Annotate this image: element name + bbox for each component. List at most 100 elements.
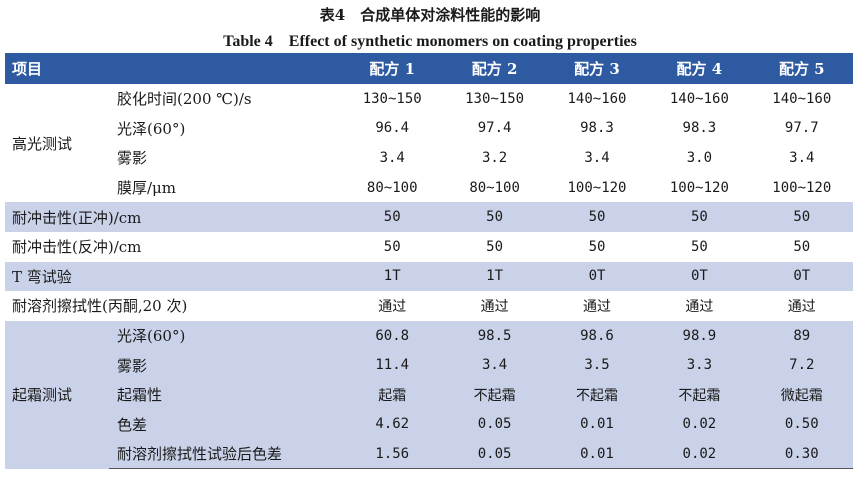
cell: 不起霜	[648, 379, 751, 410]
cell: 100~120	[772, 179, 832, 196]
cell: 50	[443, 202, 546, 232]
cell: 50	[341, 202, 444, 232]
table-row: 起霜性 起霜 不起霜 不起霜 不起霜 微起霜	[5, 379, 853, 410]
cell: 50	[545, 202, 649, 232]
row-label: 耐冲击性(正冲)/cm	[5, 202, 342, 232]
cell: 50	[486, 238, 504, 255]
cell: 3.0	[686, 149, 713, 166]
cell: 3.4	[379, 149, 405, 166]
row-label: 膜厚/μm	[117, 179, 177, 198]
cell: 0.50	[750, 409, 853, 440]
cell: 0.02	[648, 409, 751, 440]
cell: 140~160	[772, 90, 832, 107]
table-row: T 弯试验 1T 1T 0T 0T 0T	[5, 261, 853, 292]
cell: 97.7	[784, 120, 819, 137]
cell: 97.4	[477, 120, 512, 137]
cell: 100~120	[567, 179, 627, 196]
row-label: T 弯试验	[5, 261, 342, 292]
row-label: 雾影	[117, 149, 148, 168]
cell: 3.4	[789, 149, 815, 166]
cell: 98.3	[580, 120, 614, 137]
row-label: 光泽(60°)	[117, 119, 186, 138]
cell: 4.62	[341, 409, 444, 440]
cell: 通过	[480, 298, 509, 315]
row-label: 耐冲击性(反冲)/cm	[12, 238, 142, 257]
row-label: 色差	[109, 409, 342, 440]
cell: 1.56	[341, 439, 444, 470]
header-formula-5: 配方 5	[778, 60, 825, 78]
cell: 50	[648, 202, 751, 232]
cell: 通过	[787, 298, 816, 315]
cell: 3.2	[481, 149, 508, 166]
cell: 3.3	[648, 350, 751, 380]
table-row: 雾影 11.4 3.4 3.5 3.3 7.2	[5, 350, 853, 380]
row-label: 耐溶剂擦拭性(丙酮,20 次)	[12, 297, 188, 316]
row-label: 起霜性	[109, 379, 342, 410]
table-row: 高光测试 胶化时间(200 ℃)/s 130~150 130~150 140~1…	[5, 84, 853, 152]
cell: 50	[588, 238, 606, 255]
cell: 0T	[750, 261, 853, 292]
cell: 3.5	[545, 350, 649, 380]
cell: 50	[690, 238, 708, 255]
cell: 100~120	[669, 179, 729, 196]
header-formula-2: 配方 2	[471, 60, 518, 78]
row-label: 雾影	[109, 350, 342, 380]
row-label: 胶化时间(200 ℃)/s	[117, 90, 252, 109]
cell: 3.4	[443, 350, 546, 380]
cell: 89	[750, 320, 853, 351]
cell: 不起霜	[443, 379, 546, 410]
cell: 1T	[443, 261, 546, 292]
cell: 98.3	[682, 120, 717, 137]
cell: 0.30	[750, 439, 853, 470]
cell: 60.8	[341, 320, 444, 351]
cell: 通过	[582, 298, 611, 315]
table-caption-cn: 表4 合成单体对涂料性能的影响	[319, 6, 541, 24]
cell: 1T	[341, 261, 444, 292]
cell: 起霜	[341, 379, 444, 410]
cell: 7.2	[750, 350, 853, 380]
cell: 通过	[378, 298, 407, 315]
cell: 140~160	[669, 90, 729, 107]
cell: 98.6	[545, 320, 649, 351]
row-label: 耐溶剂擦拭性试验后色差	[109, 439, 342, 470]
cell: 3.4	[584, 149, 610, 166]
header-item: 项目	[12, 60, 43, 78]
table-row: 起霜测试 光泽(60°) 60.8 98.5 98.6 98.9 89	[5, 320, 853, 469]
table-row: 膜厚/μm 80~100 80~100 100~120 100~120 100~…	[5, 173, 853, 203]
table-row: 色差 4.62 0.05 0.01 0.02 0.50	[5, 409, 853, 440]
cell: 130~150	[465, 90, 525, 107]
cell: 50	[383, 238, 401, 255]
cell: 0T	[545, 261, 649, 292]
header-row: 项目 配方 1 配方 2 配方 3 配方 4 配方 5	[5, 53, 853, 84]
table-row: 耐冲击性(反冲)/cm 50 50 50 50 50	[5, 232, 853, 262]
cell: 0.05	[443, 409, 546, 440]
cell: 96.4	[375, 120, 410, 137]
table-row: 雾影 3.4 3.2 3.4 3.0 3.4	[5, 143, 853, 173]
cell: 80~100	[469, 179, 520, 196]
table-row: 耐溶剂擦拭性试验后色差 1.56 0.05 0.01 0.02 0.30	[5, 439, 853, 470]
cell: 0.05	[443, 439, 546, 470]
header-formula-3: 配方 3	[574, 60, 620, 78]
table-row: 光泽(60°) 96.4 97.4 98.3 98.3 97.7	[5, 114, 853, 144]
header-formula-1: 配方 1	[369, 60, 416, 78]
cell: 140~160	[567, 90, 627, 107]
cell: 微起霜	[750, 379, 853, 410]
cell: 0.02	[648, 439, 751, 470]
cell: 98.5	[443, 320, 546, 351]
group-label-bloom-test: 起霜测试	[5, 320, 109, 469]
cell: 50	[750, 202, 853, 232]
properties-table: 项目 配方 1 配方 2 配方 3 配方 4 配方 5 高光测试 胶化时间(20…	[5, 53, 853, 470]
table-caption-en: Table 4 Effect of synthetic monomers on …	[223, 33, 637, 50]
group-label-gloss-test: 高光测试	[12, 134, 73, 153]
cell: 0T	[648, 261, 751, 292]
header-formula-4: 配方 4	[676, 60, 723, 78]
cell: 不起霜	[545, 379, 649, 410]
table-row: 耐冲击性(正冲)/cm 50 50 50 50 50	[5, 202, 853, 232]
cell: 130~150	[362, 90, 422, 107]
table-row: 耐溶剂擦拭性(丙酮,20 次) 通过 通过 通过 通过 通过	[5, 291, 853, 321]
cell: 50	[793, 238, 811, 255]
cell: 98.9	[648, 320, 751, 351]
cell: 通过	[685, 298, 714, 315]
cell: 80~100	[366, 179, 418, 196]
cell: 11.4	[341, 350, 444, 380]
